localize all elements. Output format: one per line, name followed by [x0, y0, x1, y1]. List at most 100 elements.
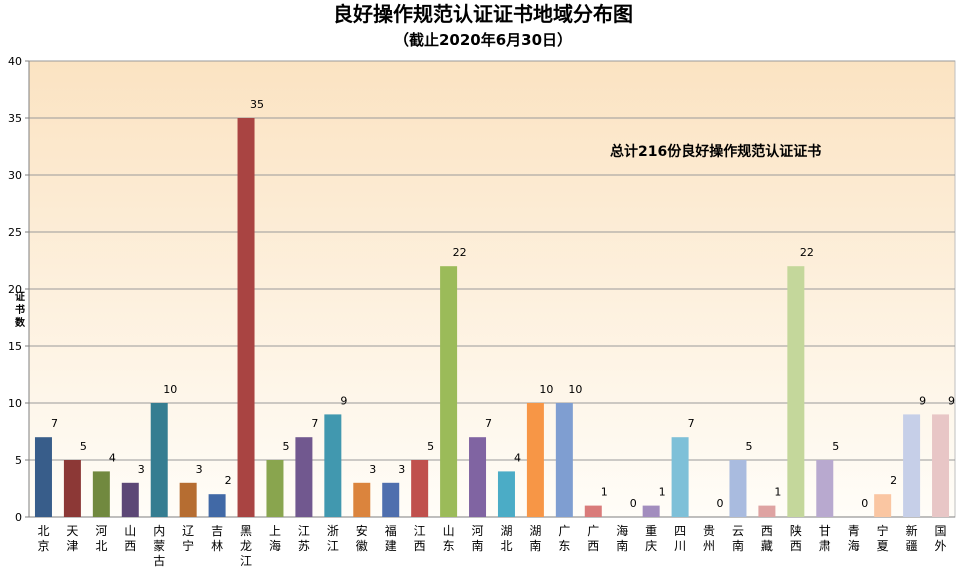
- x-tick-label: 江西: [414, 524, 426, 553]
- data-label: 4: [109, 451, 116, 464]
- bar-江苏: [295, 437, 313, 517]
- data-label: 7: [311, 417, 318, 430]
- x-tick-label: 上海: [269, 524, 281, 553]
- x-tick-label: 四川: [674, 524, 686, 553]
- data-label: 0: [630, 497, 637, 510]
- data-label: 9: [948, 394, 955, 407]
- data-label: 22: [800, 246, 814, 259]
- y-tick-label: 5: [15, 454, 22, 467]
- bar-陕西: [787, 266, 805, 517]
- x-tick-label: 内蒙古: [153, 524, 165, 568]
- data-label: 10: [163, 383, 177, 396]
- bar-云南: [729, 460, 747, 517]
- bar-天津: [63, 460, 81, 517]
- x-tick-label: 山东: [443, 524, 455, 553]
- chart-title: 良好操作规范认证证书地域分布图: [333, 2, 633, 26]
- bar-北京: [34, 437, 52, 517]
- bar-江西: [411, 460, 429, 517]
- data-label: 7: [51, 417, 58, 430]
- y-tick-label: 10: [8, 397, 22, 410]
- bar-重庆: [642, 505, 660, 517]
- bar-西藏: [758, 505, 776, 517]
- data-label: 0: [861, 497, 868, 510]
- bar-山东: [440, 266, 458, 517]
- bar-国外: [932, 414, 950, 517]
- y-tick-label: 20: [8, 283, 22, 296]
- x-tick-label: 青海: [848, 524, 860, 553]
- data-label: 5: [745, 440, 752, 453]
- data-label: 10: [539, 383, 553, 396]
- data-label: 9: [919, 394, 926, 407]
- y-tick-label: 30: [8, 169, 22, 182]
- x-tick-label: 陕西: [790, 523, 802, 553]
- data-label: 5: [427, 440, 434, 453]
- x-tick-label: 北京: [37, 524, 49, 553]
- data-label: 3: [398, 463, 405, 476]
- data-label: 10: [568, 383, 582, 396]
- data-label: 0: [717, 497, 724, 510]
- x-tick-label: 湖北: [500, 523, 512, 553]
- bar-河南: [469, 437, 487, 517]
- data-label: 5: [80, 440, 87, 453]
- x-tick-label: 海南: [616, 523, 628, 553]
- bar-甘肃: [816, 460, 834, 517]
- bar-上海: [266, 460, 284, 517]
- bar-内蒙古: [150, 403, 168, 517]
- data-label: 3: [196, 463, 203, 476]
- data-label: 1: [774, 486, 781, 499]
- chart-annotation: 总计216份良好操作规范认证证书: [610, 143, 821, 160]
- data-label: 5: [282, 440, 289, 453]
- bar-湖北: [497, 471, 515, 517]
- y-tick-label: 40: [8, 55, 22, 68]
- x-tick-label: 宁夏: [877, 523, 889, 553]
- y-tick-label: 15: [8, 340, 22, 353]
- x-tick-label: 黑龙江: [240, 524, 252, 568]
- x-tick-label: 广东: [558, 524, 570, 553]
- x-tick-label: 辽宁: [182, 524, 194, 553]
- bar-安徽: [353, 482, 371, 517]
- data-label: 7: [485, 417, 492, 430]
- x-tick-label: 福建: [385, 523, 397, 553]
- y-axis-label: 证书数: [15, 291, 26, 329]
- data-label: 35: [250, 98, 264, 111]
- data-label: 3: [138, 463, 145, 476]
- data-label: 3: [369, 463, 376, 476]
- bar-广东: [555, 403, 573, 517]
- data-label: 22: [453, 246, 467, 259]
- x-tick-label: 山西: [124, 524, 136, 553]
- x-tick-label: 浙江: [327, 524, 339, 553]
- x-tick-label: 广西: [587, 524, 599, 553]
- data-label: 4: [514, 451, 521, 464]
- x-tick-label: 吉林: [211, 524, 223, 553]
- y-tick-label: 0: [15, 511, 22, 524]
- x-tick-label: 甘肃: [819, 524, 831, 553]
- x-tick-label: 国外: [935, 524, 947, 553]
- bar-浙江: [324, 414, 342, 517]
- x-tick-label: 江苏: [298, 524, 310, 553]
- y-tick-label: 35: [8, 112, 22, 125]
- x-tick-label: 安徽: [356, 523, 368, 553]
- bar-宁夏: [874, 494, 892, 517]
- bar-湖南: [526, 403, 544, 517]
- y-tick-label: 25: [8, 226, 22, 239]
- bar-四川: [671, 437, 689, 517]
- data-label: 7: [688, 417, 695, 430]
- data-label: 1: [659, 486, 666, 499]
- data-label: 5: [832, 440, 839, 453]
- bar-辽宁: [179, 482, 197, 517]
- x-tick-label: 云南: [732, 524, 744, 553]
- data-label: 1: [601, 486, 608, 499]
- bar-黑龙江: [237, 118, 255, 517]
- bar-福建: [382, 482, 400, 517]
- x-tick-label: 河北: [95, 524, 107, 553]
- bar-吉林: [208, 494, 226, 517]
- x-tick-label: 西藏: [761, 524, 773, 553]
- data-label: 2: [225, 474, 232, 487]
- x-tick-label: 天津: [66, 524, 78, 553]
- chart-subtitle: （截止2020年6月30日）: [394, 31, 572, 49]
- bar-新疆: [903, 414, 921, 517]
- data-label: 2: [890, 474, 897, 487]
- bar-广西: [584, 505, 602, 517]
